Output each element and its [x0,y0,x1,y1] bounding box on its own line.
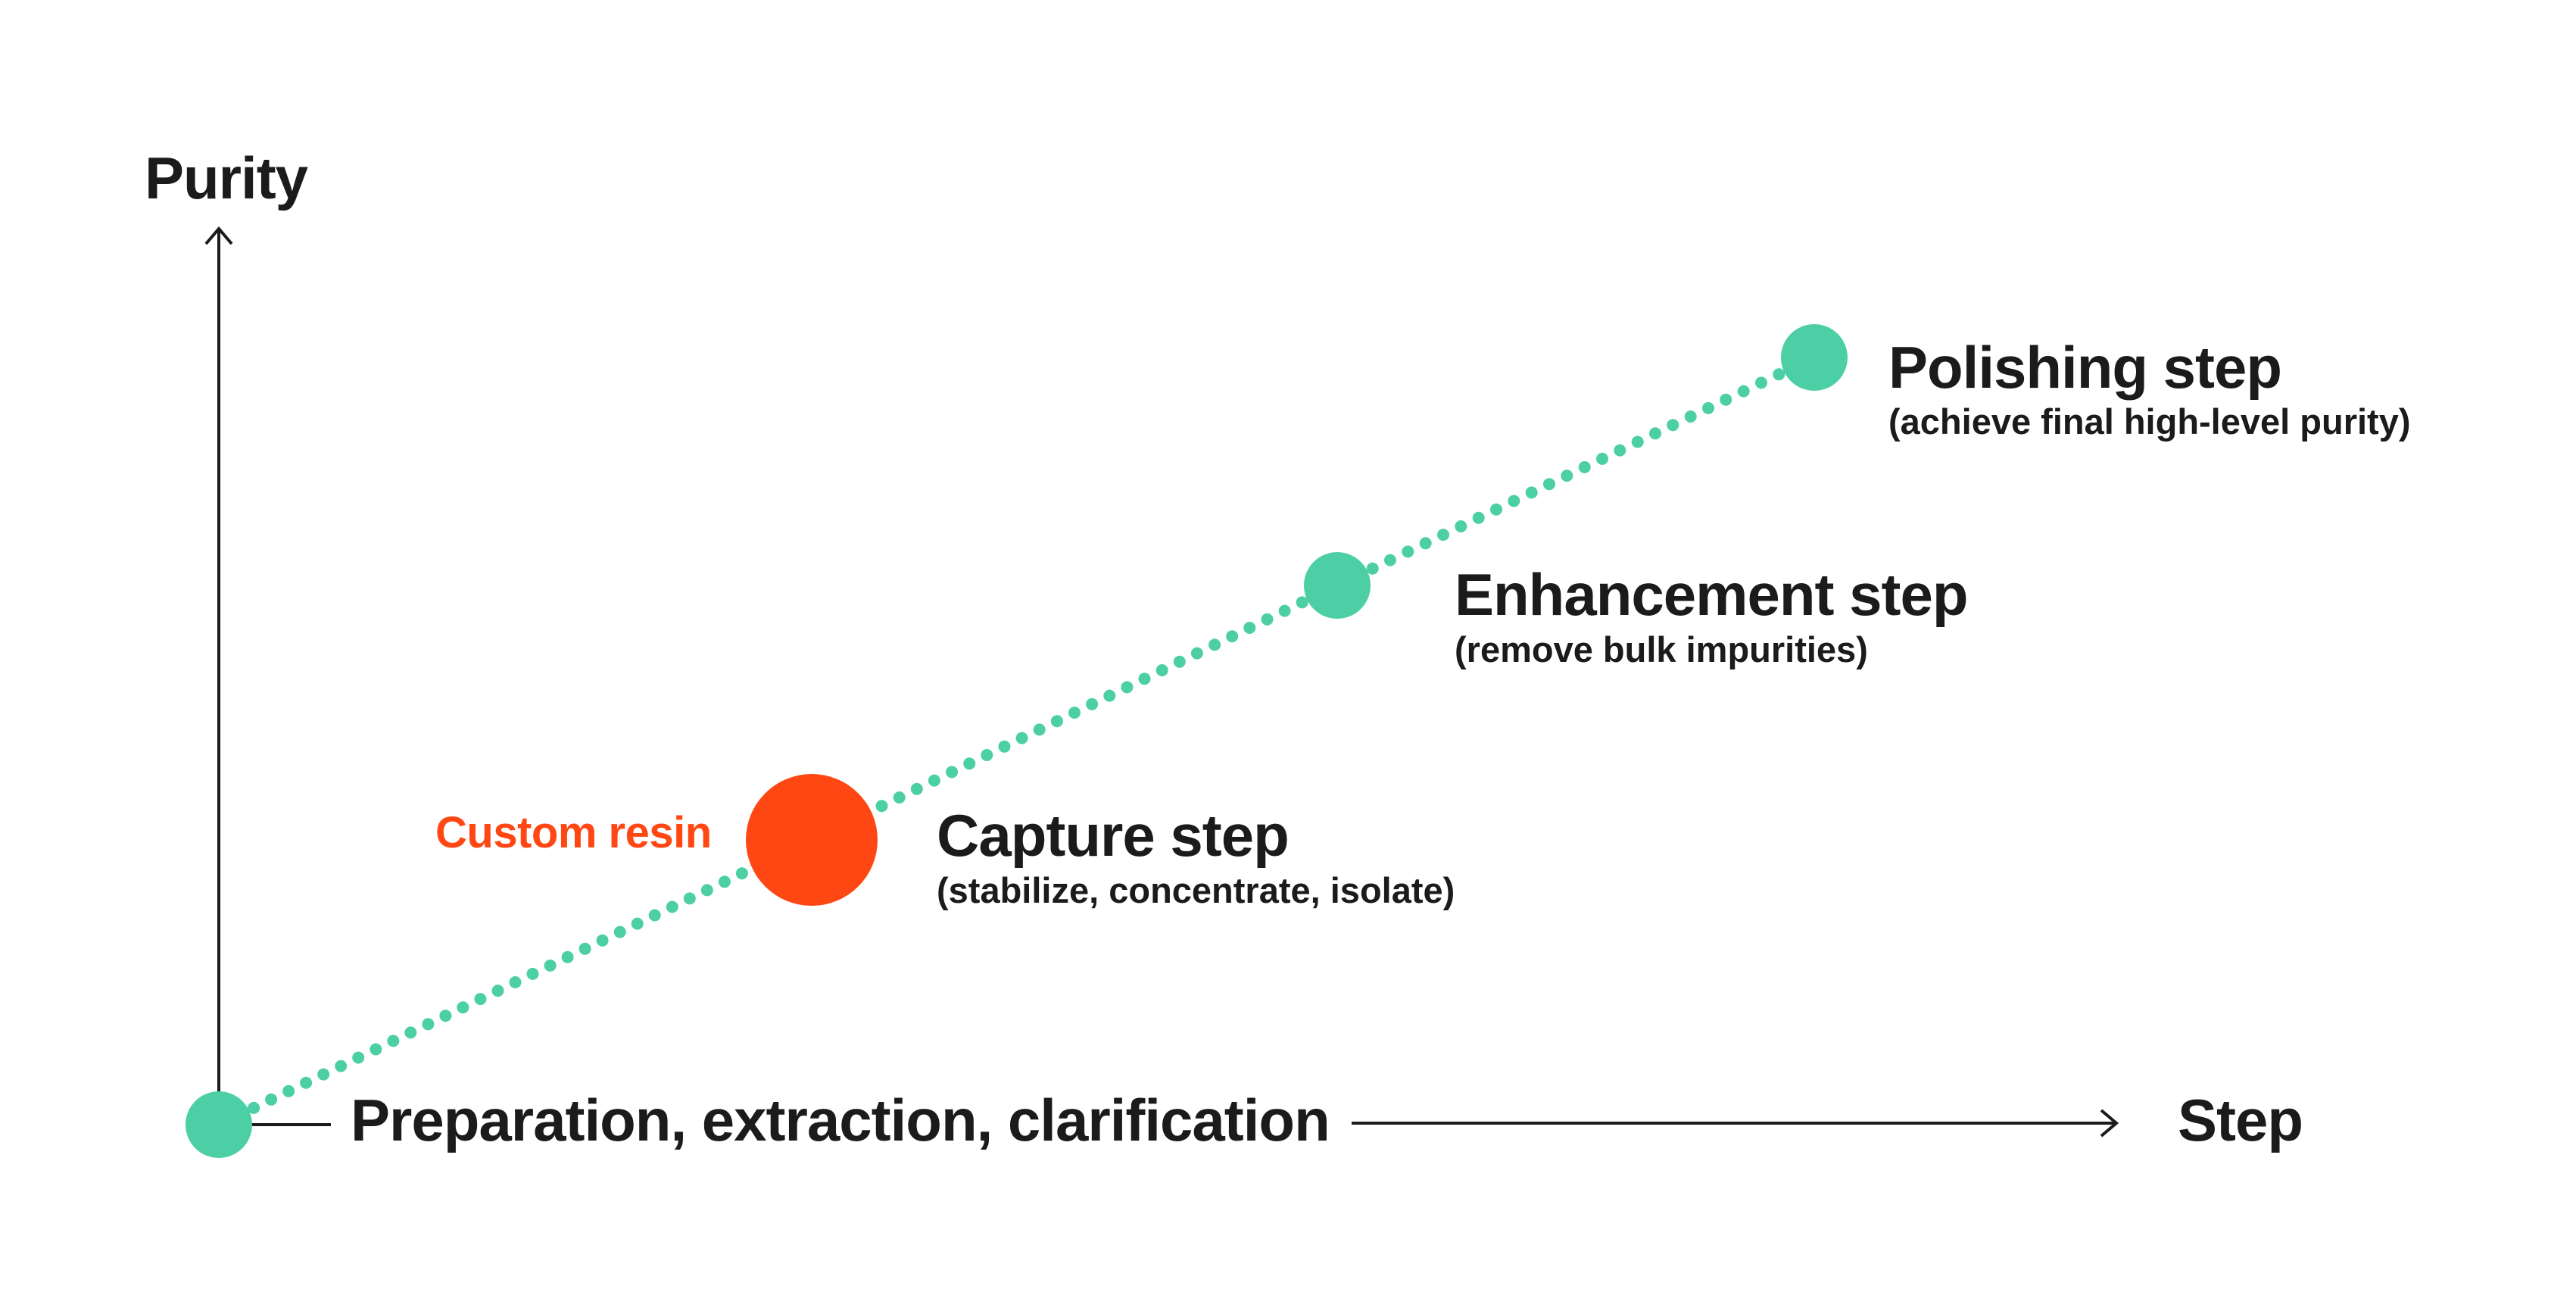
path-dot [1684,410,1697,423]
path-dot [282,1085,295,1097]
path-dot [1015,732,1028,744]
path-dot [1737,385,1750,398]
path-dot [1050,715,1063,728]
x-axis-arrow [1352,1109,2119,1138]
path-dot [596,934,609,947]
path-dot [352,1051,365,1064]
path-dot [666,900,678,913]
path-dot [613,925,626,938]
path-dot [1366,562,1379,575]
node-capture-custom-resin [746,774,878,906]
path-dot [1190,647,1203,660]
custom-resin-label: Custom resin [435,808,712,857]
path-dot [1173,655,1186,668]
path-dot [1755,376,1767,389]
path-dot [1068,707,1081,719]
step-subtitle-enhancement: (remove bulk impurities) [1455,629,1868,669]
path-dot [370,1043,382,1056]
node-preparation [186,1091,252,1158]
path-dot [735,867,748,880]
path-dot [544,959,557,972]
step-label-enhancement: Enhancement step [1455,561,1969,628]
node-enhancement [1304,552,1371,619]
dotted-progression-path [213,351,1820,1131]
path-dot [1667,419,1679,432]
y-axis-label: Purity [145,145,308,211]
path-dot [928,774,940,787]
path-dot [491,985,504,997]
path-dot [1103,689,1116,702]
path-dot [1455,520,1467,532]
path-dot [1243,622,1256,634]
path-dot [683,892,696,905]
path-dot [317,1068,330,1081]
path-dot [1208,638,1221,651]
path-dot [509,976,522,988]
path-dot [1437,529,1449,542]
path-dot [1033,723,1046,736]
path-dot [1525,486,1538,499]
path-dot [981,749,993,761]
path-dot [248,1101,260,1114]
path-dot [1261,613,1274,626]
path-dot [422,1018,435,1031]
path-dot [1402,545,1414,558]
path-dot [1155,664,1168,676]
path-dot [718,875,731,888]
path-dot [1472,511,1485,524]
step-label-capture: Capture step [937,802,1290,869]
path-dot [631,917,644,930]
path-dot [1419,537,1432,550]
path-dot [1138,673,1151,685]
path-dot [1614,444,1626,457]
path-dot [1490,503,1502,516]
path-dot [1720,393,1732,406]
path-dot [1631,435,1644,448]
path-dot [561,950,574,963]
step-label-polishing: Polishing step [1888,334,2282,401]
path-dot [1649,427,1661,440]
path-dot [893,791,906,804]
path-dot [998,740,1011,753]
path-dot [1561,470,1573,482]
path-dot [579,942,591,955]
path-dot [457,1001,469,1014]
path-dot [1086,698,1099,710]
path-dot [1384,554,1396,566]
path-dot [1226,630,1239,643]
path-dot [1702,401,1714,414]
y-axis [204,226,233,1125]
path-dot [1121,681,1134,694]
step-label-preparation: Preparation, extraction, clarification [351,1087,1330,1153]
path-dot [265,1093,278,1106]
path-dot [387,1035,400,1047]
path-dot [648,909,661,922]
path-dot [1296,596,1308,609]
path-dot [1578,460,1591,473]
path-dot [1596,452,1608,465]
path-dot [404,1026,417,1039]
path-dot [963,757,976,770]
path-dot [335,1060,348,1072]
path-dot [1508,495,1520,507]
x-axis-label: Step [2178,1087,2303,1153]
path-dot [439,1010,452,1022]
step-subtitle-capture: (stabilize, concentrate, isolate) [937,870,1455,910]
path-dot [1773,368,1785,381]
path-dot [1543,478,1555,491]
path-dot [474,993,487,1006]
path-dot [1278,604,1291,617]
path-dot [700,884,713,897]
step-subtitle-polishing: (achieve final high-level purity) [1888,401,2411,442]
path-dot [875,800,888,813]
path-dot [300,1076,313,1089]
path-dot [946,766,959,779]
node-polishing [1781,324,1848,391]
path-dot [910,782,923,795]
path-dot [526,967,539,980]
